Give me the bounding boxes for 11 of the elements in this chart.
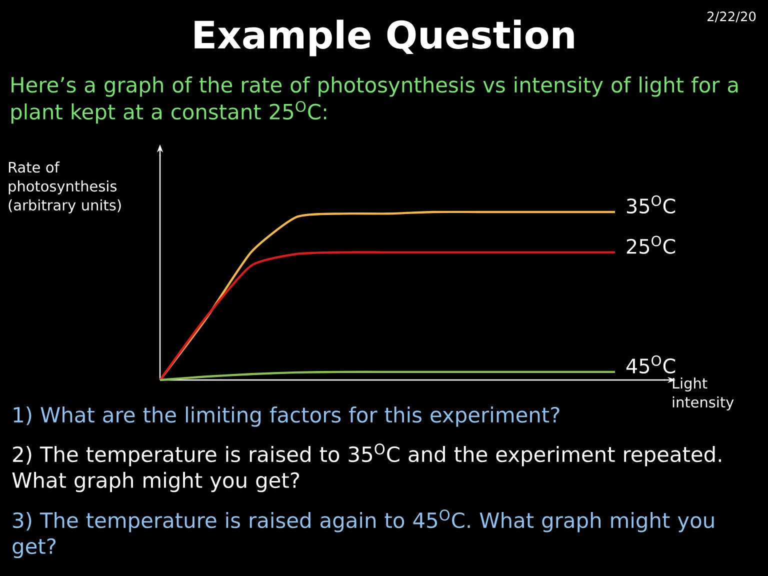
series-label: 25$^{O}$C xyxy=(626,236,676,254)
series-label: 45$^{O}$C xyxy=(626,355,676,374)
text: 2) The temperature is raised to 35$^{O}$C and the experiment repeated. What graph might you get? xyxy=(12,444,721,492)
text: 3) The temperature is raised again to 45$^{O}$C. What graph might you get? xyxy=(12,510,714,558)
x-axis-title: Light intensity xyxy=(672,377,734,410)
chart-subtitle: Here’s a graph of the rate of photosynthesis vs intensity of light for a plant kept at a constant 25$^{O}$C: xyxy=(11,76,738,124)
text: 1) What are the limiting factors for this experiment? xyxy=(14,406,560,427)
text: 2/22/20 xyxy=(708,12,756,22)
chart-title: Example Question xyxy=(194,20,574,56)
series-label: 35$^{O}$C xyxy=(626,195,676,214)
y-axis-title: Rate of photosynthesis (arbitrary units) xyxy=(8,162,121,214)
